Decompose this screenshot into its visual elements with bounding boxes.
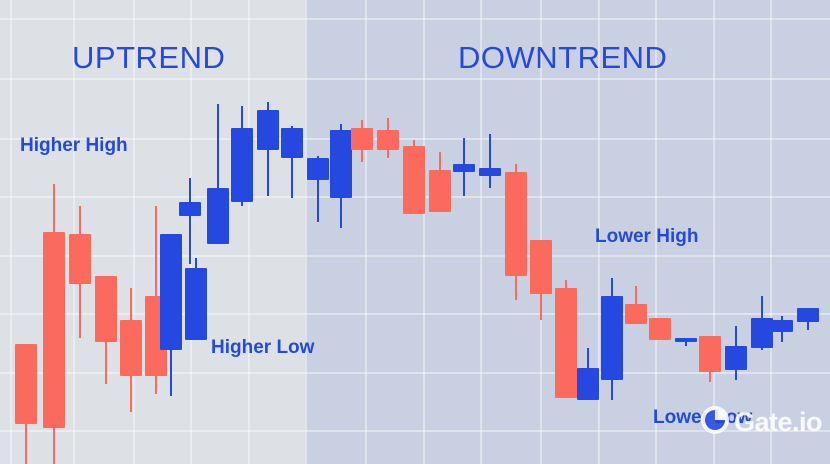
uptrend-label: UPTREND <box>72 40 226 75</box>
candle-body <box>185 268 207 340</box>
candle-body <box>330 130 352 198</box>
candle-body <box>281 128 303 158</box>
candle-body <box>453 164 475 172</box>
higher-low-label: Higher Low <box>211 337 315 358</box>
candle-body <box>377 130 399 150</box>
candle-body <box>231 128 253 202</box>
candle-body <box>699 336 721 372</box>
watermark-brand-text: Gate.io <box>734 407 823 437</box>
lower-high-label: Lower High <box>595 226 699 247</box>
candle-body <box>120 320 142 376</box>
candle-body <box>530 240 552 294</box>
candle-body <box>179 202 201 216</box>
candle-wick <box>189 178 191 264</box>
candle-body <box>771 320 793 332</box>
candle-wick <box>217 104 219 244</box>
candle-body <box>429 170 451 212</box>
candle-body <box>675 338 697 342</box>
candle-body <box>479 168 501 176</box>
candle-body <box>43 232 65 428</box>
candle-body <box>751 318 773 348</box>
candle-body <box>625 304 647 324</box>
candle-wick <box>291 126 293 198</box>
candle-body <box>601 296 623 380</box>
gate-logo-icon <box>700 405 730 440</box>
candle-body <box>403 146 425 214</box>
candle-body <box>257 110 279 150</box>
candle-body <box>207 188 229 244</box>
candle-body <box>505 172 527 276</box>
candle-wick <box>489 134 491 188</box>
candle-body <box>95 276 117 342</box>
candle-body <box>649 318 671 340</box>
candle-body <box>577 368 599 400</box>
candle-wick <box>685 338 687 346</box>
candle-body <box>160 234 182 350</box>
candle-body <box>15 344 37 424</box>
candle-body <box>555 288 577 398</box>
candle-body <box>797 308 819 322</box>
gate-io-watermark: Gate.io <box>700 405 823 440</box>
candle-wick <box>317 156 319 222</box>
downtrend-label: DOWNTREND <box>458 40 668 75</box>
candle-body <box>351 128 373 150</box>
candle-body <box>725 346 747 370</box>
higher-high-label: Higher High <box>20 135 128 156</box>
candle-body <box>307 158 329 180</box>
candle-body <box>69 234 91 284</box>
